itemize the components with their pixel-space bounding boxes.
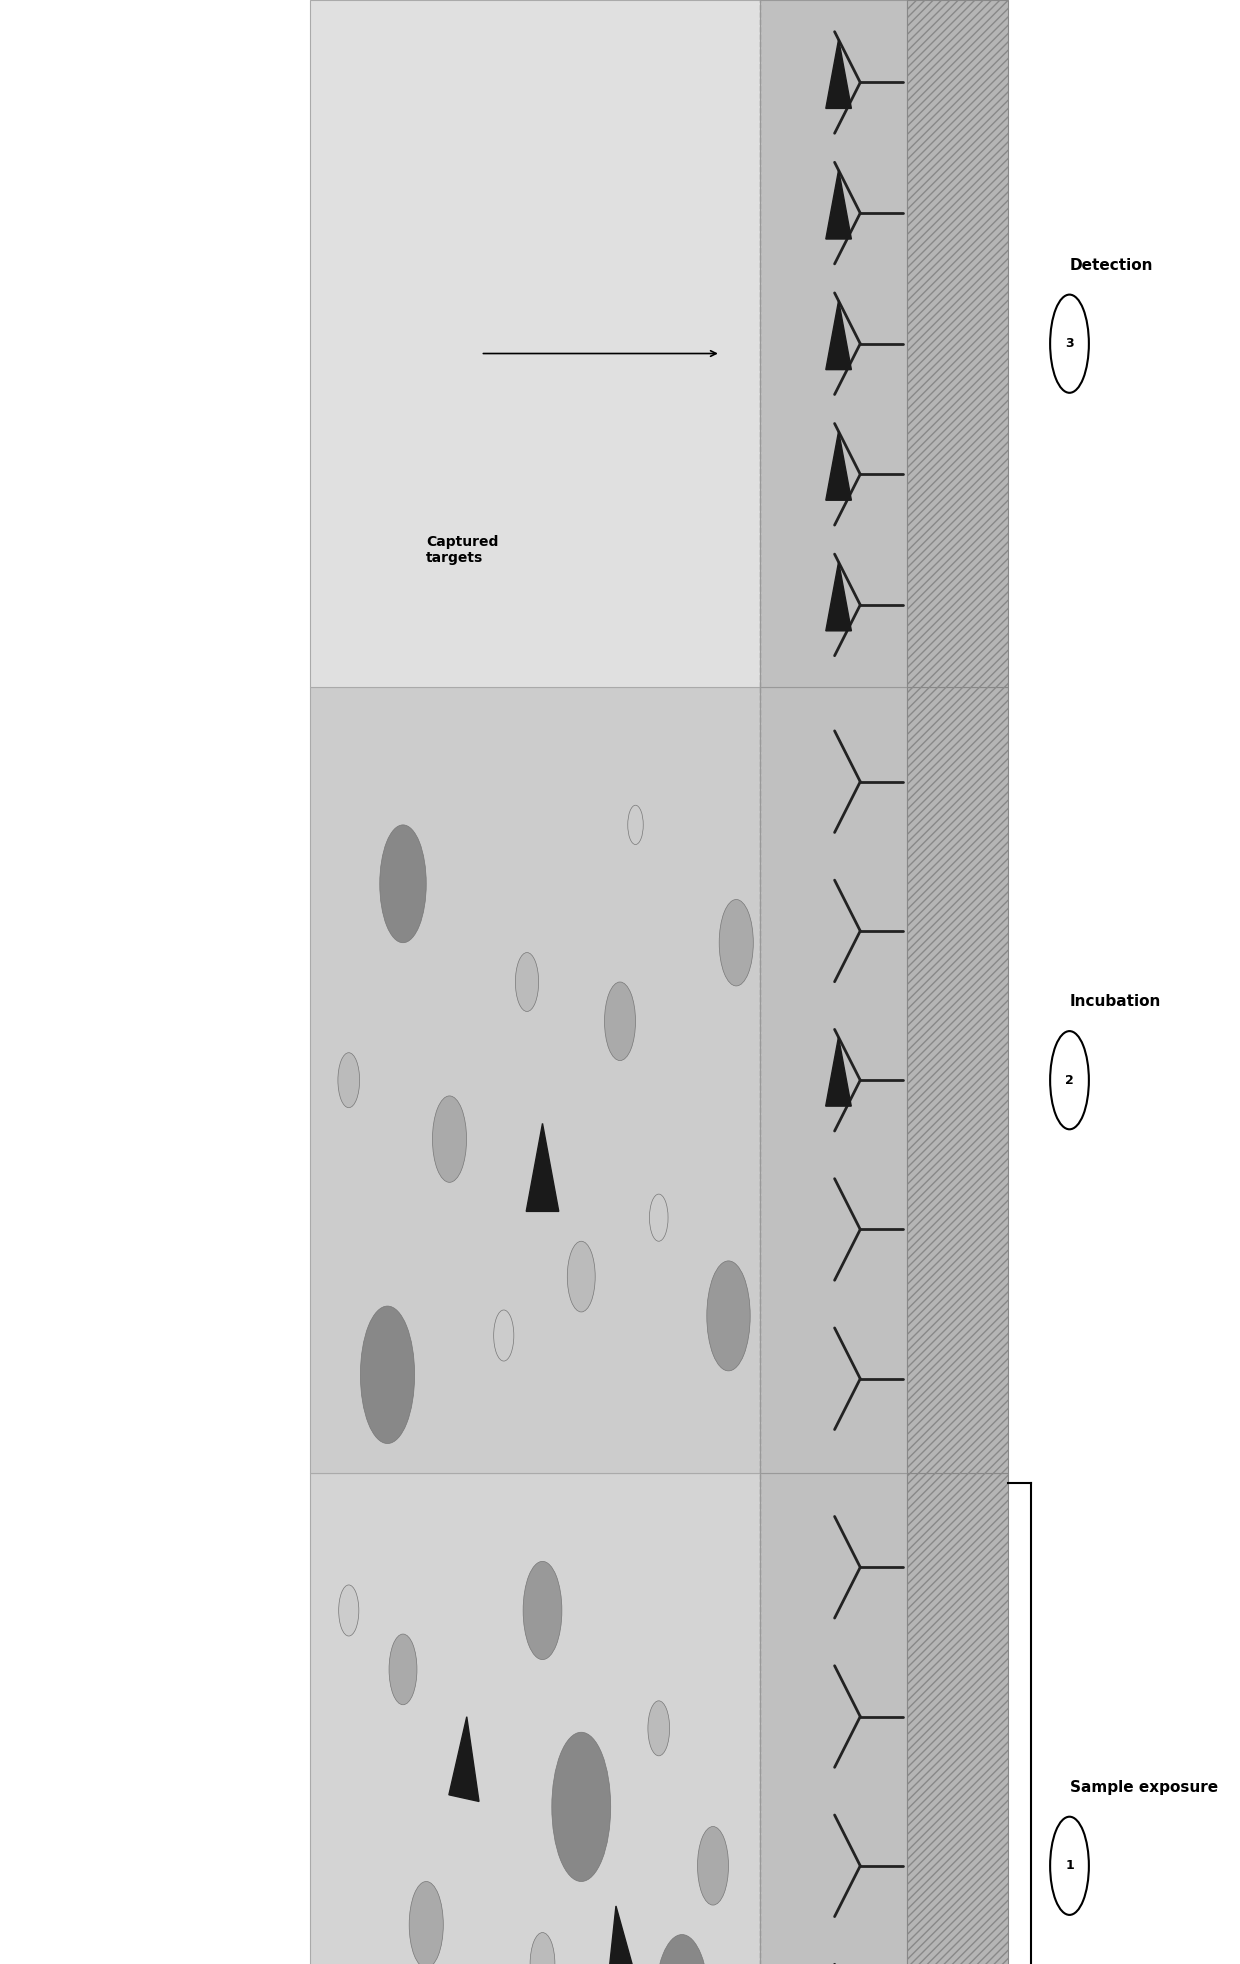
Text: Incubation: Incubation [1069, 994, 1161, 1009]
Text: 2: 2 [1065, 1074, 1074, 1086]
Text: 1: 1 [1065, 1860, 1074, 1872]
Bar [759, 1473, 906, 1964]
Bar [310, 1473, 759, 1964]
Polygon shape [826, 39, 852, 108]
Circle shape [605, 982, 635, 1061]
Bar [759, 687, 906, 1473]
Circle shape [552, 1732, 611, 1882]
Text: 3: 3 [1065, 338, 1074, 350]
Circle shape [567, 1241, 595, 1312]
Circle shape [650, 1194, 668, 1241]
Circle shape [409, 1882, 444, 1964]
Circle shape [647, 1701, 670, 1756]
Polygon shape [826, 562, 852, 630]
Polygon shape [826, 1037, 852, 1106]
Circle shape [627, 805, 644, 845]
Bar [759, 0, 906, 687]
Circle shape [719, 900, 753, 986]
Polygon shape [826, 171, 852, 240]
Circle shape [389, 1634, 417, 1705]
Circle shape [494, 1310, 513, 1361]
Text: Detection: Detection [1069, 257, 1153, 273]
Circle shape [516, 953, 538, 1011]
Circle shape [379, 825, 427, 943]
Circle shape [1050, 1817, 1089, 1915]
Circle shape [1050, 1031, 1089, 1129]
Bar [906, 0, 1007, 687]
Polygon shape [605, 1905, 640, 1964]
Circle shape [1050, 295, 1089, 393]
Bar [906, 687, 1007, 1473]
Circle shape [655, 1935, 709, 1964]
Polygon shape [526, 1123, 559, 1212]
Circle shape [339, 1585, 358, 1636]
Circle shape [697, 1827, 729, 1905]
Circle shape [337, 1053, 360, 1108]
Circle shape [523, 1561, 562, 1660]
Circle shape [707, 1261, 750, 1371]
Text: Captured
targets: Captured targets [427, 534, 498, 566]
Circle shape [531, 1933, 556, 1964]
Bar [906, 1473, 1007, 1964]
Polygon shape [826, 430, 852, 501]
Bar [310, 0, 759, 687]
Bar [310, 687, 759, 1473]
Circle shape [433, 1096, 466, 1182]
Polygon shape [449, 1717, 479, 1801]
Text: Sample exposure: Sample exposure [1069, 1779, 1218, 1795]
Circle shape [361, 1306, 414, 1444]
Polygon shape [826, 300, 852, 369]
